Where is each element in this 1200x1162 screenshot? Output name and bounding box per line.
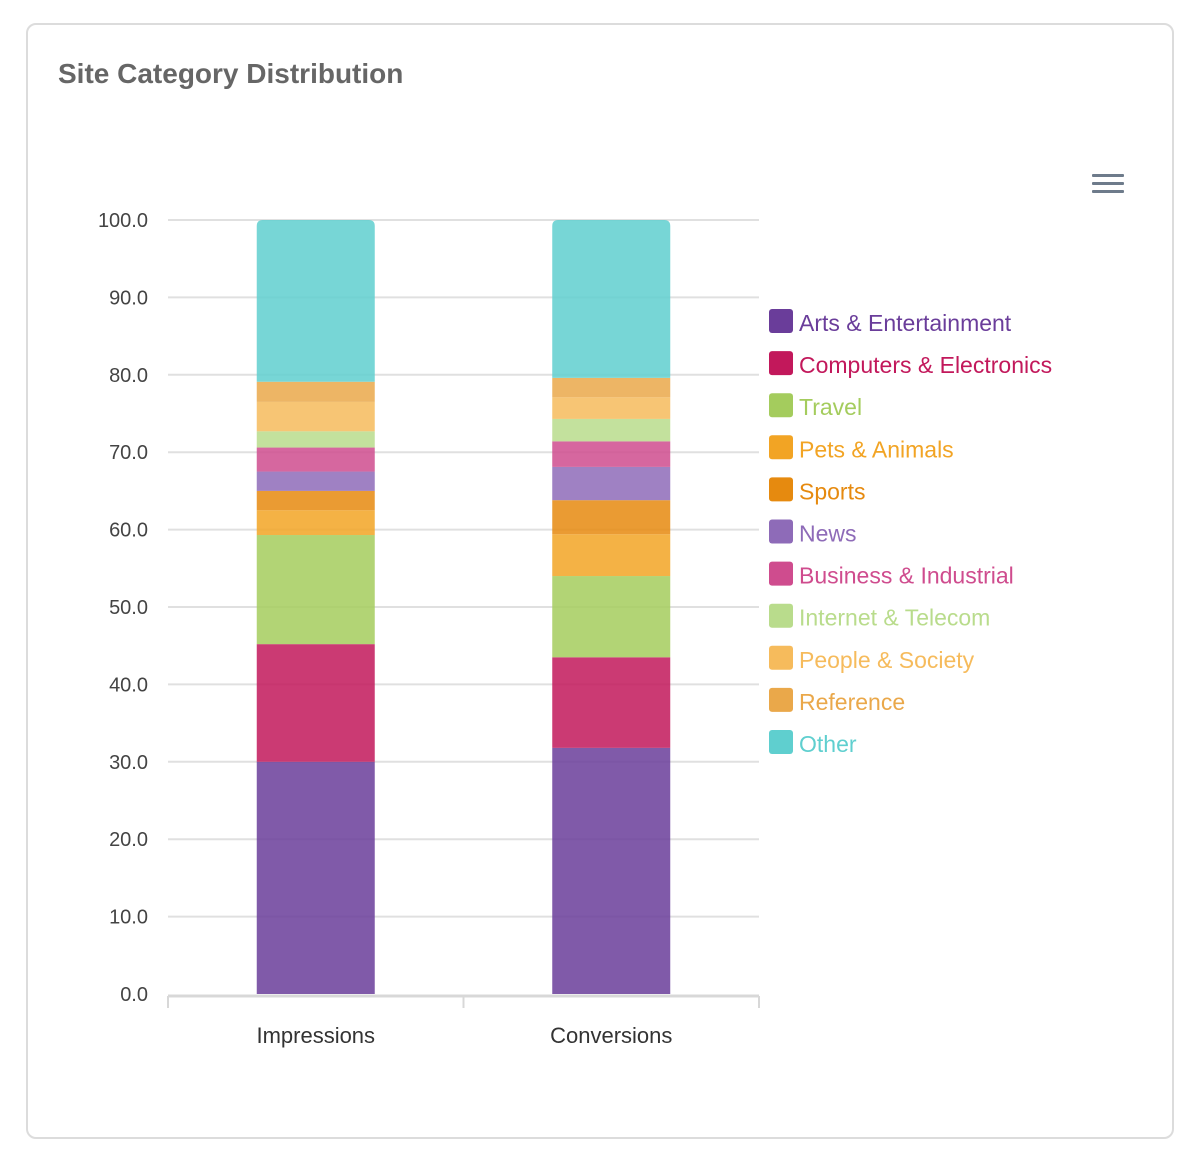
legend-item[interactable]: Sports [769, 477, 865, 504]
bar-segment[interactable] [256, 471, 375, 491]
legend-item[interactable]: Reference [769, 687, 905, 715]
y-tick-label: 20.0 [109, 829, 148, 851]
bar-segment[interactable] [552, 747, 671, 994]
bar-segment[interactable] [256, 220, 375, 382]
menu-line [1092, 190, 1124, 193]
legend-item[interactable]: Business & Industrial [769, 561, 1014, 589]
legend-label: People & Society [799, 647, 975, 673]
bar-segment[interactable] [552, 418, 671, 442]
bar-segment[interactable] [552, 220, 671, 378]
legend-item[interactable]: Internet & Telecom [769, 603, 990, 631]
x-category-label: Conversions [550, 1023, 672, 1048]
legend-label: Travel [799, 394, 862, 420]
menu-line [1092, 174, 1124, 177]
bar-segment[interactable] [552, 500, 671, 535]
bar-segment[interactable] [256, 381, 375, 402]
bar-segment[interactable] [256, 490, 375, 511]
bar-segment[interactable] [256, 431, 375, 448]
hamburger-menu-icon[interactable] [1090, 170, 1126, 198]
legend-item[interactable]: Travel [769, 393, 862, 420]
bar-segment[interactable] [552, 466, 671, 501]
y-tick-label: 60.0 [109, 520, 148, 542]
legend-swatch [769, 561, 793, 586]
bar-segment[interactable] [552, 397, 671, 419]
x-axis: Impressions Conversions [167, 994, 760, 1048]
legend-label: Computers & Electronics [799, 352, 1052, 378]
legend-item[interactable]: Arts & Entertainment [769, 309, 1012, 336]
grid-lines [168, 219, 759, 918]
y-tick-label: 0.0 [120, 984, 148, 1006]
legend-label: Sports [799, 478, 865, 504]
legend-swatch [769, 603, 793, 628]
legend-label: News [799, 521, 857, 547]
y-tick-label: 50.0 [109, 597, 148, 619]
legend-swatch [769, 309, 793, 333]
legend-label: Arts & Entertainment [799, 310, 1012, 336]
legend-swatch [769, 393, 793, 418]
legend-swatch [769, 687, 793, 712]
bar-segment[interactable] [256, 447, 375, 472]
y-axis-ticks: 0.0 10.0 20.0 30.0 40.0 50.0 60.0 70.0 80.0 90.0 1… [98, 210, 148, 1006]
bar-segment[interactable] [256, 401, 375, 432]
bar-segment[interactable] [552, 441, 671, 467]
legend-label: Business & Industrial [799, 563, 1014, 589]
y-tick-label: 10.0 [109, 907, 148, 929]
legend-swatch [769, 645, 793, 670]
bar-segment[interactable] [552, 377, 671, 398]
bar-segment[interactable] [256, 644, 375, 762]
bar-segment[interactable] [552, 534, 671, 577]
legend-swatch [769, 730, 793, 754]
menu-line [1092, 182, 1124, 185]
legend-swatch [769, 477, 793, 502]
legend: Arts & Entertainment Computers & Electron… [769, 309, 1052, 757]
legend-label: Other [799, 731, 857, 757]
y-tick-label: 40.0 [109, 674, 148, 696]
bar-segment[interactable] [256, 761, 375, 994]
legend-item[interactable]: Computers & Electronics [769, 351, 1052, 378]
legend-swatch [769, 435, 793, 460]
legend-item[interactable]: Other [769, 730, 857, 757]
chart-title: Site Category Distribution [58, 58, 404, 89]
bar-segment[interactable] [552, 657, 671, 748]
y-tick-label: 100.0 [98, 210, 148, 232]
legend-label: Pets & Animals [799, 436, 954, 462]
x-category-label: Impressions [256, 1023, 375, 1048]
y-tick-label: 30.0 [109, 752, 148, 774]
legend-item[interactable]: People & Society [769, 645, 975, 673]
bar-segment[interactable] [256, 535, 375, 645]
y-tick-label: 70.0 [109, 442, 148, 464]
legend-label: Internet & Telecom [799, 605, 990, 631]
bars [256, 220, 671, 994]
y-tick-label: 90.0 [109, 287, 148, 309]
legend-swatch [769, 351, 793, 376]
legend-item[interactable]: News [769, 519, 857, 547]
legend-label: Reference [799, 689, 905, 715]
legend-swatch [769, 519, 793, 544]
bar-segment[interactable] [552, 576, 671, 658]
y-tick-label: 80.0 [109, 365, 148, 387]
legend-item[interactable]: Pets & Animals [769, 435, 954, 462]
bar-segment[interactable] [256, 510, 375, 536]
